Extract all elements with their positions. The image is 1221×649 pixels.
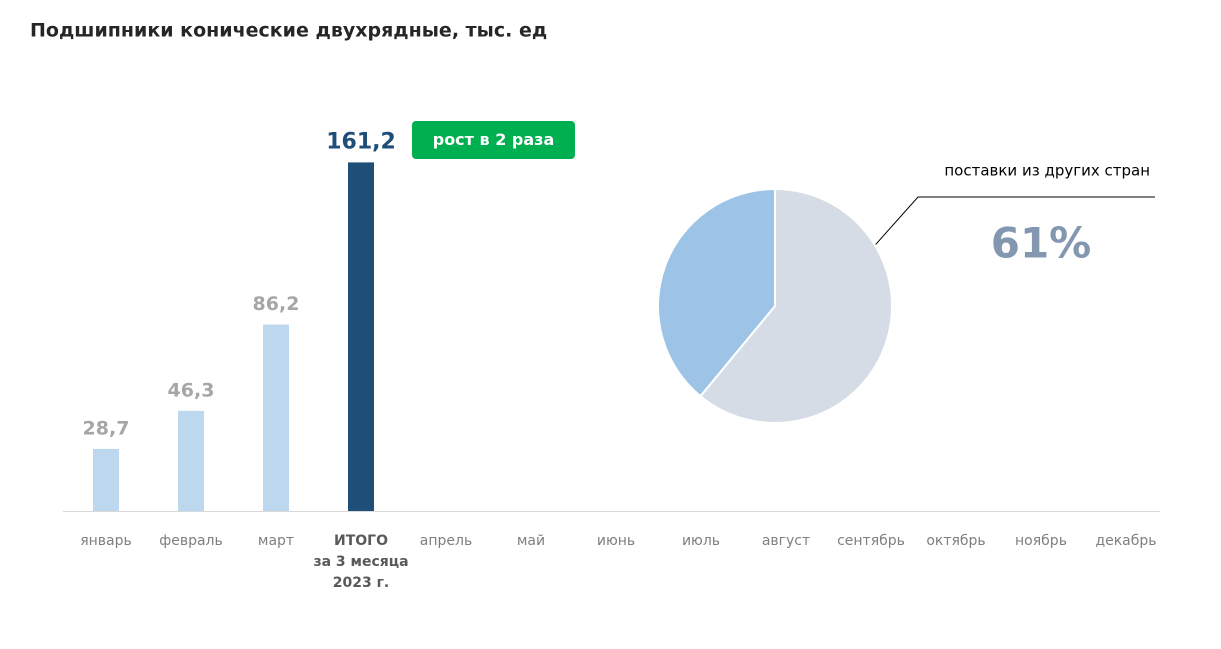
- chart-title: Подшипники конические двухрядные, тыс. е…: [30, 20, 547, 42]
- x-tick-label: ноябрь: [1015, 533, 1067, 549]
- x-tick-label: апрель: [419, 533, 473, 549]
- x-tick-label: август: [761, 533, 811, 549]
- pie-slice: [657, 187, 776, 398]
- pie-slice: [699, 187, 893, 424]
- x-tick-label: январь: [80, 533, 132, 549]
- bar: [348, 162, 374, 511]
- value-label: 161,2: [326, 129, 396, 154]
- value-label: 28,7: [83, 417, 130, 439]
- x-tick-label: июнь: [596, 533, 636, 549]
- value-label: 86,2: [253, 293, 300, 315]
- pie-value-label: 61%: [991, 219, 1092, 268]
- pie-label: поставки из других стран: [944, 162, 1150, 180]
- annotation-badge: рост в 2 раза: [412, 121, 575, 159]
- x-tick-label: май: [516, 533, 546, 549]
- bar: [178, 410, 204, 511]
- x-tick-label: июль: [681, 533, 721, 549]
- bar: [263, 324, 289, 511]
- value-label: 46,3: [168, 379, 215, 401]
- x-tick-label: декабрь: [1095, 533, 1157, 549]
- x-tick-label: ИТОГО за 3 месяца 2023 г.: [313, 533, 409, 591]
- x-tick-label: март: [257, 533, 295, 549]
- x-tick-label: октябрь: [926, 533, 986, 549]
- x-tick-label: сентябрь: [837, 533, 905, 549]
- x-tick-label: февраль: [159, 533, 223, 549]
- bar: [93, 448, 119, 511]
